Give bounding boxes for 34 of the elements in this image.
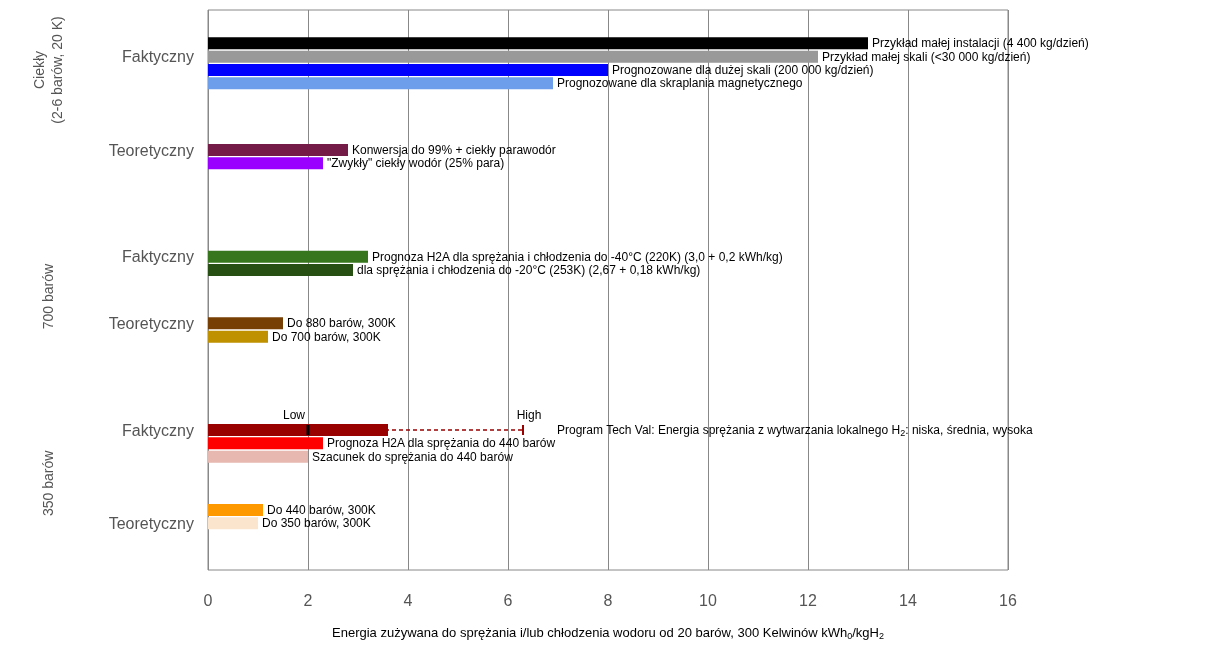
x-tick-label: 0	[203, 591, 213, 609]
x-tick-label: 8	[603, 591, 613, 609]
annotation: Low	[282, 408, 306, 422]
y-tick-label: Teoretyczny	[108, 514, 194, 532]
series-label: Szacunek do sprężania do 440 barów	[312, 449, 514, 464]
series-label: Przykład małej instalacji (4 400 kg/dzień)	[872, 36, 1089, 51]
series-label: Prognoza H2A dla sprężania i chłodzenia do -40°C (220K) (3,0 + 0,2 kWh/kg)	[372, 249, 783, 264]
y-tick-label: Faktyczny	[121, 248, 194, 266]
series-label: Do 350 barów, 300K	[262, 516, 371, 531]
series-label: dla sprężania i chłodzenia do -20°C (253K) (2,67 + 0,18 kWh/kg)	[357, 263, 701, 277]
text: Ciekły (2-6 barów, 20 K)	[31, 16, 65, 124]
y-tick-label: Faktyczny	[121, 48, 194, 66]
x-tick-label: 6	[503, 591, 513, 609]
series-label: Prognozowane dla skraplania magnetycznego	[557, 76, 803, 91]
x-tick-label: 10	[699, 591, 717, 609]
series-label: Do 440 barów, 300K	[267, 503, 376, 517]
series-label: "Zwykły" ciekły wodór (25% para)	[327, 156, 505, 171]
x-tick-label: 12	[799, 591, 817, 609]
y-tick-label: Teoretyczny	[108, 314, 194, 332]
x-tick-label: 2	[303, 591, 313, 609]
series-label: Prognozowane dla dużej skali (200 000 kg/dzień)	[612, 63, 874, 77]
text: 700 barów	[40, 263, 56, 330]
series-label: Do 700 barów, 300K	[272, 329, 381, 344]
series-label: Prognoza H2A dla sprężania do 440 barów	[327, 436, 556, 451]
annotation: High	[516, 408, 542, 422]
series-label: Do 880 barów, 300K	[287, 316, 396, 331]
series-label: Przykład małej skali (<30 000 kg/dzień)	[822, 49, 1031, 64]
series-label: Konwersja do 99% + ciekły parawodór	[352, 143, 556, 157]
text: 350 barów	[40, 449, 56, 517]
y-tick-label: Teoretyczny	[108, 141, 194, 159]
x-tick-label: 4	[403, 591, 413, 609]
x-tick-label: 16	[999, 591, 1017, 609]
x-tick-label: 14	[899, 591, 917, 609]
y-tick-label: Faktyczny	[121, 421, 194, 439]
